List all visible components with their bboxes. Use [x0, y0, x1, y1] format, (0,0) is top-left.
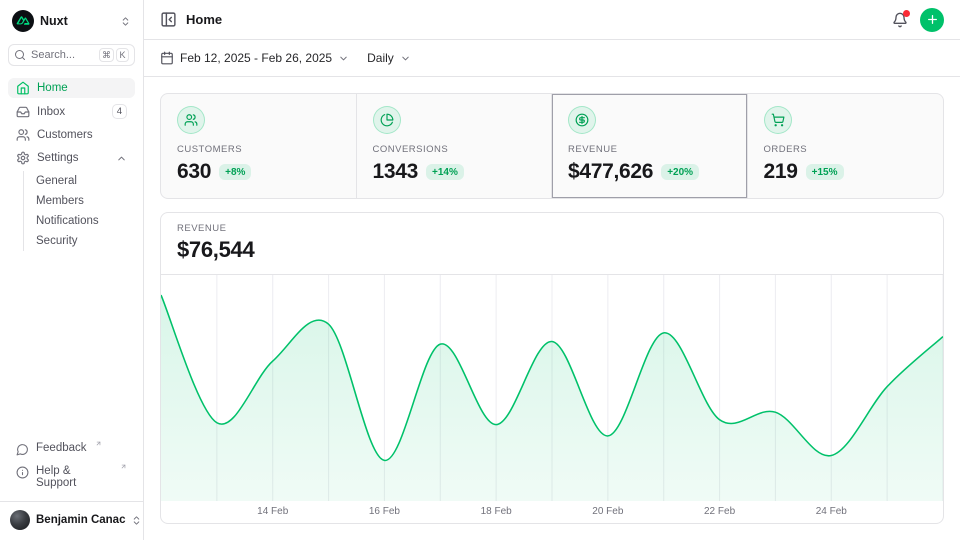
stat-value: 630 [177, 160, 211, 184]
sidebar-item-general[interactable]: General [24, 171, 135, 190]
avatar [10, 510, 30, 530]
help-support-link[interactable]: Help & Support [8, 462, 135, 492]
sidebar-spacer [8, 253, 135, 439]
stat-label: CONVERSIONS [373, 144, 536, 155]
stat-delta-badge: +20% [661, 164, 699, 180]
notification-dot [903, 10, 910, 17]
sidebar-nav: Home Inbox 4 Customers Settings Genera [8, 78, 135, 253]
shopping-cart-icon [764, 106, 792, 134]
user-menu[interactable]: Benjamin Canac [0, 501, 143, 532]
sidebar-collapse-button[interactable] [160, 11, 177, 28]
nuxt-logo-icon [12, 10, 34, 32]
stat-card-orders[interactable]: ORDERS 219 +15% [748, 94, 944, 198]
plus-icon [926, 13, 939, 26]
stat-value: 219 [764, 160, 798, 184]
revenue-chart[interactable]: 14 Feb 16 Feb 18 Feb 20 Feb 22 Feb 24 Feb [161, 275, 943, 523]
settings-subnav: General Members Notifications Security [23, 171, 135, 251]
circle-dollar-icon [568, 106, 596, 134]
stat-delta-badge: +8% [219, 164, 251, 180]
stat-delta-badge: +14% [426, 164, 464, 180]
user-name: Benjamin Canac [36, 514, 125, 526]
page-content: CUSTOMERS 630 +8% CONVERSIONS 1343 +14% [144, 77, 960, 540]
sidebar-item-inbox[interactable]: Inbox 4 [8, 101, 135, 122]
sidebar-item-security[interactable]: Security [24, 231, 135, 250]
chevron-down-icon [400, 53, 411, 64]
main-area: Home Feb 12, 2025 - Feb 26, 2025 Daily [144, 0, 960, 540]
external-link-icon [95, 440, 102, 447]
chart-header: REVENUE $76,544 [161, 213, 943, 275]
stat-label: ORDERS [764, 144, 928, 155]
revenue-chart-card: REVENUE $76,544 14 Feb 16 Feb 18 Feb 20 Feb… [160, 212, 944, 524]
date-range-picker[interactable]: Feb 12, 2025 - Feb 26, 2025 [160, 51, 349, 65]
x-axis-tick-label: 14 Feb [257, 506, 288, 517]
stat-value: 1343 [373, 160, 419, 184]
users-icon [177, 106, 205, 134]
x-axis-tick-label: 20 Feb [592, 506, 623, 517]
sidebar-item-notifications[interactable]: Notifications [24, 211, 135, 230]
x-axis-tick-label: 16 Feb [369, 506, 400, 517]
search-placeholder: Search... [31, 49, 75, 61]
chart-total: $76,544 [177, 237, 927, 263]
message-circle-icon [16, 443, 29, 456]
team-switcher[interactable]: Nuxt [8, 8, 135, 32]
filter-toolbar: Feb 12, 2025 - Feb 26, 2025 Daily [144, 40, 960, 77]
calendar-icon [160, 51, 174, 65]
stat-value: $477,626 [568, 160, 653, 184]
granularity-select[interactable]: Daily [367, 51, 411, 65]
external-link-icon [120, 463, 127, 470]
feedback-link[interactable]: Feedback [8, 439, 135, 459]
search-input[interactable]: Search... ⌘ K [8, 44, 135, 66]
chart-x-axis: 14 Feb 16 Feb 18 Feb 20 Feb 22 Feb 24 Feb [161, 501, 943, 523]
chart-label: REVENUE [177, 223, 927, 234]
topbar: Home [144, 0, 960, 40]
home-icon [16, 81, 30, 95]
inbox-count-badge: 4 [112, 104, 127, 119]
sidebar: Nuxt Search... ⌘ K Home Inbox 4 [0, 0, 144, 540]
users-icon [16, 128, 30, 142]
search-kbd-shortcut: ⌘ K [99, 48, 129, 62]
add-button[interactable] [920, 8, 944, 32]
sidebar-item-home[interactable]: Home [8, 78, 135, 98]
stat-card-customers[interactable]: CUSTOMERS 630 +8% [161, 94, 357, 198]
sidebar-item-members[interactable]: Members [24, 191, 135, 210]
chevron-down-icon [338, 53, 349, 64]
page-title: Home [186, 12, 222, 27]
chevrons-up-down-icon [120, 16, 131, 27]
gear-icon [16, 151, 30, 165]
revenue-chart-svg [161, 275, 943, 501]
search-icon [14, 49, 26, 61]
x-axis-tick-label: 24 Feb [816, 506, 847, 517]
chevrons-up-down-icon [131, 515, 142, 526]
sidebar-item-customers[interactable]: Customers [8, 125, 135, 145]
stats-grid: CUSTOMERS 630 +8% CONVERSIONS 1343 +14% [160, 93, 944, 199]
inbox-icon [16, 105, 30, 119]
stat-delta-badge: +15% [806, 164, 844, 180]
stat-card-conversions[interactable]: CONVERSIONS 1343 +14% [357, 94, 553, 198]
x-axis-tick-label: 22 Feb [704, 506, 735, 517]
team-name: Nuxt [40, 14, 68, 28]
stat-label: CUSTOMERS [177, 144, 340, 155]
chart-pie-icon [373, 106, 401, 134]
stat-label: REVENUE [568, 144, 731, 155]
chevron-up-icon [116, 153, 127, 164]
stat-card-revenue[interactable]: REVENUE $477,626 +20% [552, 94, 748, 198]
sidebar-item-settings[interactable]: Settings [8, 148, 135, 168]
x-axis-tick-label: 18 Feb [481, 506, 512, 517]
notifications-button[interactable] [892, 12, 908, 28]
info-icon [16, 466, 29, 479]
